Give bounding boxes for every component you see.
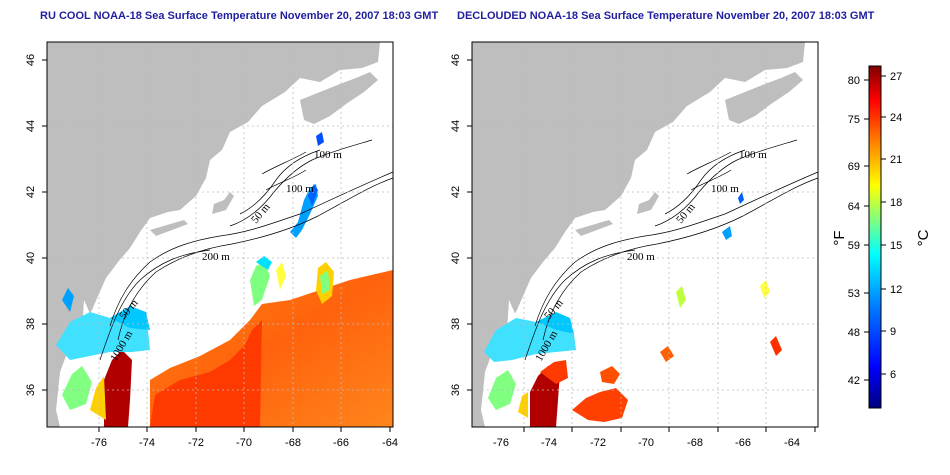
right-x-tick: -76 <box>493 437 509 449</box>
right-x-tick: -68 <box>687 437 703 449</box>
left-map-frame <box>46 41 394 428</box>
colorbar-celsius-tick: 15 <box>890 240 902 252</box>
colorbar-celsius-tick: 6 <box>890 369 896 381</box>
right-x-tick: -66 <box>735 437 751 449</box>
left-map-land-nova-scotia <box>300 72 378 124</box>
right-y-tick: 36 <box>450 384 462 396</box>
right-y-tick: 40 <box>450 252 462 264</box>
left-y-tick: 44 <box>25 120 37 132</box>
colorbar-fahrenheit-tick: 64 <box>848 201 860 213</box>
right-x-tick: -70 <box>638 437 654 449</box>
colorbar-celsius-tick: 27 <box>890 71 902 83</box>
right-y-tick: 44 <box>450 120 462 132</box>
colorbar-gradient <box>868 65 882 409</box>
colorbar-celsius-tick: 9 <box>890 326 896 338</box>
left-contour-label-200m: 200 m <box>202 251 230 263</box>
left-x-tick: -66 <box>333 437 349 449</box>
right-map-panel: 100 m 100 m 50 m 200 m 50 m 1000 m -76 -… <box>450 41 819 449</box>
colorbar-fahrenheit-tick: 42 <box>848 375 860 387</box>
left-contour-label-100m-b: 100 m <box>286 183 314 195</box>
right-x-tick: -72 <box>590 437 606 449</box>
left-x-tick: -64 <box>382 437 398 449</box>
left-x-tick: -72 <box>188 437 204 449</box>
right-map-title: DECLOUDED NOAA-18 Sea Surface Temperatur… <box>457 10 875 22</box>
right-y-tick: 46 <box>450 54 462 66</box>
colorbar-fahrenheit-tick: 75 <box>848 114 860 126</box>
left-contour-label-100m-a: 100 m <box>314 149 342 161</box>
left-map-title: RU COOL NOAA-18 Sea Surface Temperature … <box>40 10 439 22</box>
right-y-tick: 38 <box>450 318 462 330</box>
colorbar-celsius-tick: 18 <box>890 197 902 209</box>
colorbar-celsius-tick: 12 <box>890 284 902 296</box>
left-y-tick: 40 <box>25 252 37 264</box>
right-y-tick: 42 <box>450 186 462 198</box>
left-map-gridlines <box>47 42 393 427</box>
right-x-tick: -74 <box>541 437 557 449</box>
left-map-land-cape-cod <box>212 192 234 214</box>
left-y-tick: 46 <box>25 54 37 66</box>
colorbar-fahrenheit-tick: 59 <box>848 240 860 252</box>
left-map-contours <box>99 139 394 361</box>
left-x-tick: -70 <box>236 437 252 449</box>
right-map-land-nova-scotia <box>725 72 803 124</box>
right-map-gridlines <box>472 42 818 427</box>
left-map-land-long-island <box>150 220 188 236</box>
right-contour-label-100m-b: 100 m <box>711 183 739 195</box>
colorbar-celsius-tick: 21 <box>890 154 902 166</box>
colorbar-fahrenheit-tick: 80 <box>848 75 860 87</box>
right-x-tick: -64 <box>784 437 800 449</box>
colorbar-fahrenheit-tick: 48 <box>848 327 860 339</box>
colorbar-fahrenheit-unit: °F <box>831 230 848 245</box>
colorbar-fahrenheit-tick: 53 <box>848 288 860 300</box>
left-map-land <box>47 42 380 427</box>
right-map-land-cape-cod <box>637 192 659 214</box>
left-x-tick: -76 <box>91 437 107 449</box>
colorbar-celsius-tick: 24 <box>890 112 902 124</box>
right-contour-label-100m-a: 100 m <box>739 149 767 161</box>
right-map-land-long-island <box>575 220 613 236</box>
colorbar-fahrenheit-tick: 69 <box>848 161 860 173</box>
left-x-tick: -68 <box>285 437 301 449</box>
colorbar-celsius-unit: °C <box>915 229 932 246</box>
colorbar-tick-marks <box>864 75 886 381</box>
right-map-contours <box>524 139 819 361</box>
left-y-tick: 36 <box>25 384 37 396</box>
colorbar: 80 75 69 64 59 53 48 42 27 24 21 18 15 1… <box>831 65 932 409</box>
right-contour-label-200m: 200 m <box>627 251 655 263</box>
right-map-land <box>472 42 805 427</box>
left-map-tick-marks <box>42 59 391 432</box>
left-y-tick: 42 <box>25 186 37 198</box>
left-map-panel: 100 m 100 m 50 m 200 m 50 m 1000 m -76 -… <box>25 41 398 449</box>
left-y-tick: 38 <box>25 318 37 330</box>
right-map-tick-marks <box>467 59 816 432</box>
right-map-frame <box>471 41 819 428</box>
left-map-sst-data <box>56 132 393 427</box>
left-x-tick: -74 <box>139 437 155 449</box>
